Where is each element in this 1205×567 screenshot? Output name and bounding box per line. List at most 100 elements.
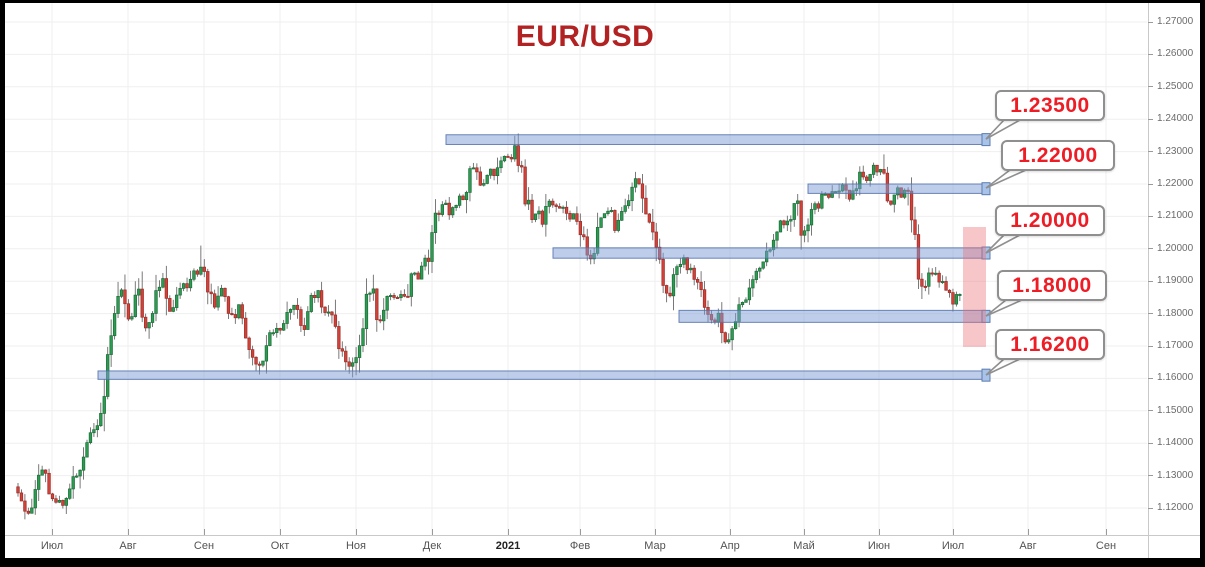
- price-callout[interactable]: 1.16200: [995, 329, 1105, 360]
- x-axis-tick: [804, 529, 805, 535]
- candle: [306, 306, 310, 330]
- highlight-zone[interactable]: [963, 227, 986, 347]
- support-resistance-zone[interactable]: [807, 182, 991, 196]
- candle: [806, 218, 810, 243]
- candle: [509, 154, 513, 163]
- candle: [582, 226, 586, 241]
- candle: [78, 469, 82, 489]
- candle: [630, 182, 634, 212]
- candle: [399, 290, 403, 301]
- candle: [871, 162, 876, 179]
- y-axis-label: 1.17000: [1157, 340, 1194, 351]
- candle: [202, 259, 206, 278]
- support-resistance-zone[interactable]: [445, 133, 991, 147]
- candle: [319, 281, 324, 314]
- y-axis-tick: [1148, 475, 1153, 477]
- candle: [402, 289, 407, 298]
- candle: [454, 204, 458, 211]
- price-callout[interactable]: 1.23500: [995, 90, 1105, 121]
- candle: [671, 268, 676, 311]
- candle: [571, 213, 576, 220]
- y-axis-tick: [1148, 86, 1153, 88]
- candle: [451, 206, 455, 218]
- candle: [444, 199, 448, 205]
- candle: [789, 215, 793, 232]
- candle: [620, 206, 624, 221]
- zone-handle[interactable]: [981, 182, 991, 196]
- candle: [747, 278, 752, 305]
- candle: [395, 295, 400, 300]
- candle: [137, 278, 141, 306]
- candle: [647, 213, 651, 224]
- candle: [282, 319, 286, 331]
- y-axis-tick: [1148, 410, 1153, 412]
- callout-tails-layer: [985, 119, 1027, 376]
- candle: [954, 291, 959, 307]
- candlestick-plot[interactable]: [0, 0, 1147, 535]
- candle: [181, 282, 186, 292]
- candle: [675, 264, 679, 288]
- candle: [268, 329, 272, 347]
- support-resistance-zone[interactable]: [678, 309, 991, 323]
- candle: [102, 379, 106, 432]
- candle: [492, 168, 496, 181]
- candle: [495, 157, 500, 185]
- candle: [378, 314, 382, 324]
- candle: [482, 179, 486, 187]
- candle: [161, 272, 165, 289]
- price-callout[interactable]: 1.18000: [997, 270, 1107, 301]
- x-axis-tick: [432, 529, 433, 535]
- candle: [37, 464, 41, 501]
- candle: [699, 271, 703, 298]
- candle: [50, 492, 55, 502]
- candle: [813, 201, 817, 215]
- candle: [344, 346, 348, 371]
- x-axis-label: Июл: [941, 540, 965, 552]
- candle: [43, 469, 48, 483]
- candle: [775, 230, 779, 249]
- candle: [195, 269, 200, 277]
- candle: [613, 209, 617, 234]
- candle: [461, 194, 465, 201]
- x-axis-label: Окт: [270, 540, 290, 552]
- y-axis-tick: [1148, 53, 1153, 55]
- candle: [19, 489, 24, 502]
- support-resistance-zone[interactable]: [97, 368, 991, 382]
- zone-handle[interactable]: [981, 133, 991, 147]
- candle: [292, 304, 296, 316]
- candle: [865, 175, 869, 183]
- candle: [440, 201, 444, 217]
- candle: [188, 270, 193, 292]
- candle: [578, 213, 582, 247]
- candle: [889, 200, 893, 206]
- candle: [809, 202, 814, 236]
- candle: [413, 271, 417, 276]
- x-axis-label: Авг: [119, 540, 137, 552]
- candle: [147, 321, 151, 339]
- candle: [633, 171, 638, 193]
- y-axis-tick: [1148, 248, 1153, 250]
- x-axis-label: Апр: [720, 540, 740, 552]
- x-axis-tick: [128, 529, 129, 535]
- zone-handle[interactable]: [981, 309, 991, 323]
- candle: [216, 286, 220, 311]
- x-axis-tick: [655, 529, 656, 535]
- price-callout[interactable]: 1.22000: [1001, 140, 1115, 171]
- support-resistance-zone[interactable]: [552, 246, 991, 260]
- candle: [244, 312, 248, 339]
- candle: [423, 254, 427, 271]
- candle: [816, 201, 821, 212]
- candle: [337, 320, 341, 359]
- price-callout[interactable]: 1.20000: [995, 205, 1105, 236]
- candle: [599, 217, 603, 229]
- candle: [226, 295, 231, 319]
- candle: [920, 273, 924, 300]
- candle: [206, 268, 210, 305]
- candle: [540, 209, 545, 228]
- y-axis-tick: [1148, 183, 1153, 185]
- candle: [623, 198, 627, 214]
- y-axis-label: 1.24000: [1157, 113, 1194, 125]
- candle: [119, 288, 124, 299]
- x-axis-tick: [280, 529, 281, 535]
